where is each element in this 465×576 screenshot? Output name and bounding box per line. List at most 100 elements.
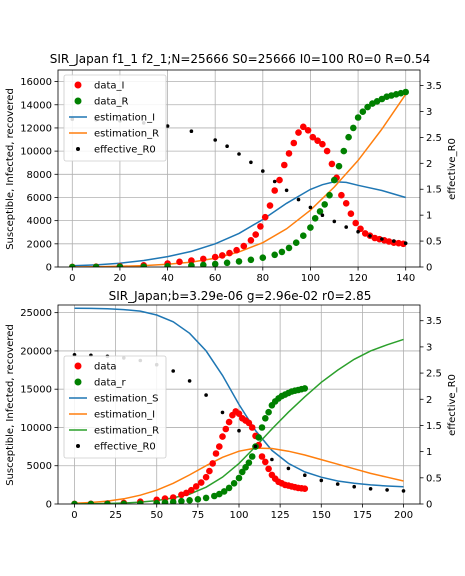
data-point-effective_R0 bbox=[368, 487, 373, 491]
data-point-effective_R0 bbox=[171, 369, 175, 373]
y-tick-label: 20000 bbox=[20, 346, 52, 357]
data-point-effective_R0 bbox=[403, 241, 408, 245]
data-point-effective_R0 bbox=[261, 169, 265, 173]
legend-swatch bbox=[74, 97, 82, 105]
data-point-data_R bbox=[335, 162, 343, 170]
x-tick-label: 50 bbox=[150, 510, 163, 521]
data-point-data bbox=[192, 483, 200, 490]
data-point-data_R bbox=[140, 263, 147, 267]
y2-tick-label: 3.5 bbox=[426, 81, 442, 92]
y2-tick-label: 3 bbox=[426, 342, 432, 353]
data-point-data bbox=[225, 418, 233, 426]
data-point-data_I bbox=[266, 202, 274, 209]
x-tick-label: 25 bbox=[109, 510, 122, 521]
y2-tick-label: 1.5 bbox=[426, 185, 442, 196]
legend-label: effective_R0 bbox=[94, 145, 156, 156]
y-tick-label: 0 bbox=[46, 500, 52, 511]
data-point-data_r bbox=[87, 500, 95, 504]
data-point-data bbox=[258, 453, 266, 460]
data-point-data bbox=[197, 479, 205, 486]
series-line-estimation_R bbox=[74, 338, 404, 504]
data-point-effective_R0 bbox=[286, 466, 291, 471]
data-point-data_I bbox=[290, 139, 298, 147]
data-point-effective_R0 bbox=[270, 457, 274, 462]
data-point-effective_R0 bbox=[401, 489, 406, 493]
data-point-data_r bbox=[186, 497, 193, 504]
x-tick-label: 100 bbox=[301, 273, 320, 284]
data-point-data bbox=[262, 458, 269, 466]
y2-tick-label: 2 bbox=[426, 159, 432, 170]
data-point-data_I bbox=[233, 246, 240, 254]
y-tick-label: 15000 bbox=[20, 385, 52, 396]
data-point-data_r bbox=[255, 434, 262, 441]
data-point-data bbox=[212, 450, 220, 457]
data-point-effective_R0 bbox=[303, 473, 307, 478]
data-point-data_R bbox=[331, 176, 338, 184]
legend-label: estimation_R bbox=[94, 426, 159, 437]
legend-label: estimation_I bbox=[94, 113, 155, 124]
data-point-data_I bbox=[252, 231, 259, 238]
data-point-data_I bbox=[226, 249, 233, 257]
x-tick-label: 200 bbox=[394, 510, 413, 521]
data-point-data_r bbox=[301, 385, 309, 392]
data-point-data bbox=[235, 410, 243, 418]
data-point-effective_R0 bbox=[253, 444, 258, 449]
data-point-data_R bbox=[307, 224, 314, 231]
data-point-effective_R0 bbox=[220, 410, 225, 415]
x-tick-label: 20 bbox=[114, 273, 127, 284]
data-point-data_R bbox=[292, 239, 300, 246]
data-point-data_R bbox=[235, 258, 243, 265]
y-tick-label: 14000 bbox=[20, 100, 52, 111]
chart-top-title: SIR_Japan f1_1 f2_1;N=25666 S0=25666 I0=… bbox=[50, 52, 430, 66]
data-point-data bbox=[202, 473, 210, 481]
data-point-data_I bbox=[247, 237, 255, 244]
data-point-data_I bbox=[347, 210, 355, 217]
y2-tick-label: 2.5 bbox=[426, 133, 442, 144]
data-point-data_I bbox=[304, 127, 312, 134]
legend-box bbox=[63, 355, 167, 459]
chart-bottom-y2label: effective_R0 bbox=[447, 374, 458, 436]
data-point-data_r bbox=[230, 480, 238, 487]
data-point-data bbox=[248, 424, 256, 431]
data-point-data_I bbox=[295, 129, 302, 136]
y-tick-label: 16000 bbox=[20, 77, 52, 88]
data-point-effective_R0 bbox=[320, 213, 325, 217]
legend-label: data bbox=[94, 362, 117, 373]
x-tick-label: 0 bbox=[69, 273, 75, 284]
data-point-effective_R0 bbox=[189, 129, 194, 133]
data-point-data bbox=[216, 443, 223, 450]
chart-top: SIR_Japan f1_1 f2_1;N=25666 S0=25666 I0=… bbox=[5, 52, 458, 284]
chart-bottom: SIR_Japan;b=3.29e-06 g=2.96e-02 r0=2.85 … bbox=[5, 289, 458, 521]
data-point-data_r bbox=[194, 496, 202, 503]
data-point-data_r bbox=[216, 490, 223, 498]
y-tick-label: 2000 bbox=[27, 239, 52, 250]
data-point-data_R bbox=[364, 103, 371, 111]
data-point-data_r bbox=[225, 484, 233, 492]
data-point-data_R bbox=[223, 259, 231, 267]
data-point-data_r bbox=[265, 408, 272, 416]
data-point-data_R bbox=[200, 261, 207, 267]
data-point-data bbox=[188, 486, 195, 494]
chart-bottom-legend: data data_r estimation_S estimation_Iestima… bbox=[63, 355, 167, 459]
legend-swatch bbox=[76, 444, 80, 448]
x-tick-label: 0 bbox=[71, 510, 77, 521]
data-point-data_I bbox=[261, 213, 269, 221]
legend-label: estimation_S bbox=[94, 394, 158, 405]
data-point-effective_R0 bbox=[335, 482, 340, 486]
data-point-data_I bbox=[319, 140, 326, 148]
data-point-data_r bbox=[211, 492, 218, 500]
data-point-data_r bbox=[202, 494, 210, 502]
y2-tick-label: 0 bbox=[426, 263, 432, 274]
data-point-data_I bbox=[219, 252, 226, 259]
data-point-data_I bbox=[323, 147, 331, 155]
data-point-effective_R0 bbox=[249, 160, 253, 165]
y2-tick-label: 3 bbox=[426, 107, 432, 118]
series-line-estimation_I bbox=[74, 447, 404, 504]
data-point-data_I bbox=[200, 255, 207, 263]
data-point-data_R bbox=[211, 260, 219, 267]
y-tick-label: 6000 bbox=[27, 193, 52, 204]
data-point-data_r bbox=[242, 464, 249, 471]
data-point-data_R bbox=[300, 232, 307, 239]
y-tick-label: 10000 bbox=[20, 423, 52, 434]
